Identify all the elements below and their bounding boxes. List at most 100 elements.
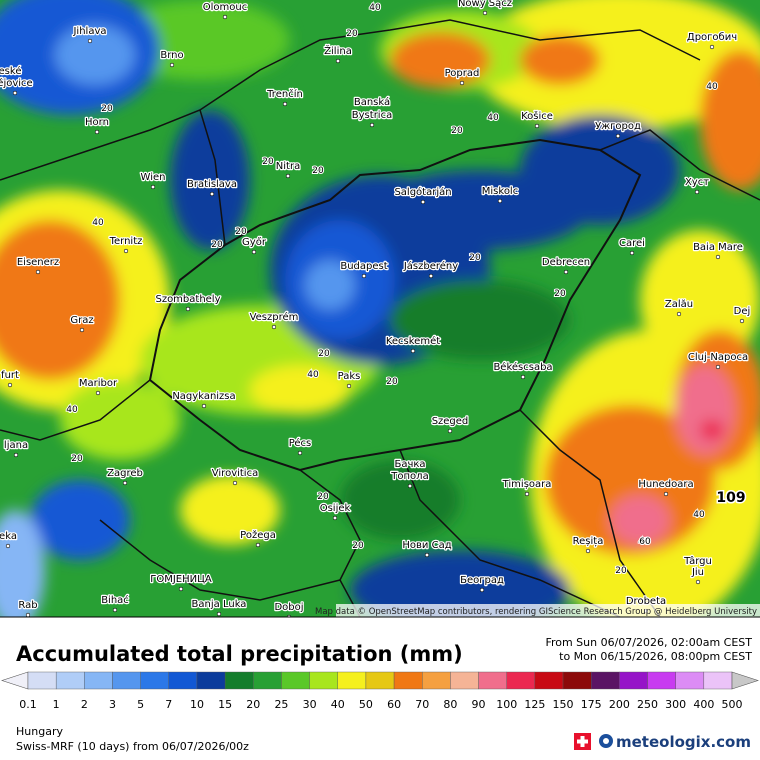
city-dot bbox=[112, 607, 118, 613]
colorbar-tick-label: 100 bbox=[496, 698, 517, 711]
colorbar-box bbox=[534, 671, 564, 690]
contour-label: 40 bbox=[369, 3, 381, 13]
contour-label: 20 bbox=[554, 289, 566, 299]
colorbar-tick-label: 40 bbox=[331, 698, 345, 711]
city-dot bbox=[335, 58, 341, 64]
city-dot bbox=[251, 249, 257, 255]
precip-fields bbox=[0, 0, 760, 617]
city-label: Dej bbox=[734, 306, 751, 317]
city-dot bbox=[695, 568, 701, 574]
swiss-flag bbox=[574, 733, 591, 750]
city-label: Jihlava bbox=[72, 26, 106, 37]
colorbar: 0.1 1 2 3 5 7 10 15 20 25 30 40 50 60 70 80 90 100 125 150 1… bbox=[1, 671, 759, 711]
colorbar-tick-label: 20 bbox=[246, 698, 260, 711]
city-dot bbox=[222, 14, 228, 20]
city-label: Zagreb bbox=[107, 468, 143, 479]
city-dot bbox=[346, 383, 352, 389]
city-dot bbox=[695, 579, 701, 585]
city-label: ějovice bbox=[0, 77, 33, 89]
city-dot bbox=[420, 199, 426, 205]
city-label: Olomouc bbox=[203, 2, 247, 13]
colorbar-tick-label: 200 bbox=[609, 698, 630, 711]
colorbar-tick-label: 0.1 bbox=[19, 698, 37, 711]
city-dot bbox=[534, 123, 540, 129]
colorbar-box bbox=[27, 671, 57, 690]
colorbar-tick-label: 3 bbox=[109, 698, 116, 711]
attribution-bg bbox=[336, 604, 760, 617]
city-label: Топола bbox=[390, 471, 428, 482]
precip-map: Olomouc Nowy Sącz Jihlava Brno Žilina Poprad Д… bbox=[0, 0, 760, 617]
city-dot bbox=[35, 269, 41, 275]
city-label: eské bbox=[0, 65, 21, 77]
city-dot bbox=[407, 471, 413, 477]
contour-label: 20 bbox=[346, 29, 358, 39]
city-dot bbox=[479, 587, 485, 593]
city-label: Požega bbox=[240, 529, 276, 541]
city-dot bbox=[7, 78, 13, 84]
city-label: Horn bbox=[85, 117, 109, 128]
city-label: Jiu bbox=[691, 567, 704, 578]
borders bbox=[0, 19, 760, 617]
colorbar-box bbox=[478, 671, 507, 690]
city-label: Győr bbox=[242, 236, 267, 248]
city-label: Bihać bbox=[101, 594, 129, 606]
city-dot bbox=[482, 10, 488, 16]
city-label: Bystrica bbox=[352, 110, 392, 121]
title: Accumulated total precipitation (mm) bbox=[16, 642, 463, 666]
city-label: Zalău bbox=[665, 299, 693, 310]
contour-label: 20 bbox=[615, 566, 627, 576]
colorbar-tick-label: 125 bbox=[524, 698, 545, 711]
colorbar-box bbox=[140, 671, 169, 690]
city-label: Virovitica bbox=[212, 468, 258, 479]
colorbar-arrow bbox=[1, 671, 29, 690]
colorbar-tick-label: 90 bbox=[472, 698, 486, 711]
city-label: Nagykanizsa bbox=[172, 391, 235, 402]
city-dot bbox=[201, 403, 207, 409]
city-dot bbox=[459, 80, 465, 86]
city-label: Ternitz bbox=[109, 236, 143, 247]
city-dot bbox=[715, 364, 721, 370]
city-label: Banja Luka bbox=[192, 599, 247, 610]
city-dot bbox=[520, 374, 526, 380]
city-dot bbox=[428, 273, 434, 279]
city-label: Bratislava bbox=[187, 179, 237, 190]
city-label: Хуст bbox=[685, 177, 709, 188]
city-dot bbox=[585, 548, 591, 554]
colorbar-box bbox=[422, 671, 451, 690]
city-dot bbox=[122, 480, 128, 486]
city-label: Eisenerz bbox=[17, 257, 59, 268]
city-dot bbox=[369, 109, 375, 115]
contour-label: 20 bbox=[211, 240, 223, 250]
city-label: Wien bbox=[141, 172, 166, 183]
city-label: Salgótarján bbox=[394, 186, 451, 198]
colorbar-box bbox=[647, 671, 676, 690]
city-dot bbox=[5, 543, 11, 549]
contour-label: 40 bbox=[92, 218, 104, 228]
brand-logo: meteologix.com bbox=[599, 733, 751, 751]
city-label: eka bbox=[0, 531, 17, 542]
city-label: Reșița bbox=[573, 536, 604, 547]
colorbar-tick-label: 7 bbox=[165, 698, 172, 711]
city-dot bbox=[663, 491, 669, 497]
city-dot bbox=[25, 612, 31, 617]
colorbar-box bbox=[562, 671, 592, 690]
contour-label: 40 bbox=[487, 113, 499, 123]
model-info: Swiss-MRF (10 days) from 06/07/2026/00z bbox=[16, 740, 249, 753]
city-dot bbox=[629, 250, 635, 256]
colorbar-tick-label: 400 bbox=[693, 698, 714, 711]
city-label: Târgu bbox=[683, 555, 712, 567]
city-label: Brno bbox=[160, 50, 183, 61]
city-dot bbox=[123, 248, 129, 254]
city-label: Timișoara bbox=[502, 479, 552, 490]
colorbar-tick-label: 30 bbox=[303, 698, 317, 711]
colorbar-tick-label: 1 bbox=[53, 698, 60, 711]
city-dot bbox=[7, 382, 13, 388]
city-dot bbox=[255, 542, 261, 548]
city-dot bbox=[282, 101, 288, 107]
city-label: Kecskemét bbox=[386, 335, 440, 347]
colorbar-box bbox=[224, 671, 254, 690]
contour-label: 20 bbox=[101, 104, 113, 114]
